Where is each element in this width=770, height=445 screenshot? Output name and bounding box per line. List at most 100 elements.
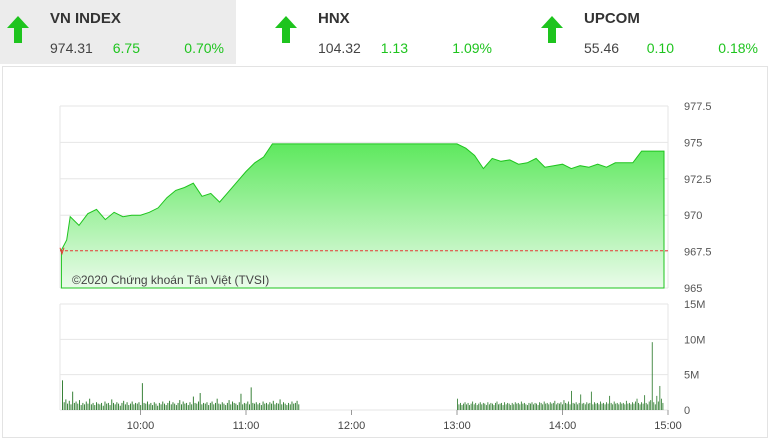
volume-bar bbox=[499, 403, 501, 410]
volume-bar bbox=[293, 403, 295, 410]
volume-bar bbox=[271, 403, 273, 410]
volume-bar bbox=[507, 402, 509, 410]
time-tick-label: 12:00 bbox=[338, 420, 366, 432]
volume-tick-label: 0 bbox=[684, 405, 690, 417]
volume-bar bbox=[597, 402, 598, 410]
volume-bar bbox=[123, 400, 125, 410]
volume-bar bbox=[94, 405, 96, 410]
volume-bar bbox=[160, 404, 162, 410]
time-tick-label: 15:00 bbox=[654, 420, 682, 432]
volume-bar bbox=[632, 402, 633, 410]
volume-bar bbox=[490, 402, 492, 410]
volume-bar bbox=[199, 393, 201, 410]
volume-bar bbox=[457, 398, 458, 410]
volume-bar bbox=[633, 403, 635, 410]
volume-bar bbox=[504, 402, 506, 410]
volume-bar bbox=[106, 403, 108, 410]
volume-bar bbox=[475, 402, 477, 410]
volume-bar bbox=[225, 405, 227, 410]
volume-bar bbox=[89, 398, 91, 410]
index-change: 0.10 bbox=[646, 40, 674, 56]
volume-bar bbox=[603, 402, 604, 410]
index-card-vnindex[interactable]: VN INDEX 974.31 6.75 0.70% bbox=[0, 0, 236, 64]
volume-bar bbox=[593, 402, 595, 410]
volume-bar bbox=[653, 402, 655, 410]
arrow-up-icon bbox=[7, 16, 29, 43]
volume-bar bbox=[179, 400, 181, 410]
volume-bar bbox=[143, 402, 145, 410]
volume-bar bbox=[647, 404, 649, 410]
volume-bar bbox=[575, 402, 577, 410]
volume-bar bbox=[249, 404, 250, 410]
volume-bar bbox=[476, 405, 478, 410]
volume-bar bbox=[189, 402, 191, 410]
volume-bar bbox=[150, 402, 152, 410]
volume-bar bbox=[609, 395, 611, 410]
volume-bar bbox=[65, 399, 67, 410]
volume-bar bbox=[488, 404, 490, 410]
volume-bar bbox=[194, 402, 196, 410]
volume-bar bbox=[536, 403, 537, 410]
volume-bar bbox=[638, 402, 639, 410]
volume-bar bbox=[177, 402, 179, 410]
volume-bar bbox=[170, 404, 172, 410]
volume-bar bbox=[621, 403, 623, 410]
volume-bar bbox=[563, 400, 565, 410]
volume-bar bbox=[613, 401, 615, 410]
volume-bar bbox=[220, 404, 222, 410]
volume-bar bbox=[116, 402, 118, 410]
volume-bar bbox=[85, 401, 87, 410]
volume-bar bbox=[514, 402, 516, 410]
volume-bar bbox=[595, 403, 597, 410]
volume-bar bbox=[216, 398, 218, 410]
volume-bar bbox=[148, 404, 150, 410]
volume-bar bbox=[458, 404, 460, 410]
volume-bar bbox=[612, 404, 614, 410]
volume-bar bbox=[274, 404, 276, 410]
volume-bar bbox=[68, 400, 70, 410]
volume-bar bbox=[533, 404, 534, 410]
volume-bar bbox=[209, 402, 211, 410]
volume-bar bbox=[660, 398, 662, 410]
volume-bar bbox=[298, 404, 300, 410]
time-tick-label: 10:00 bbox=[127, 420, 155, 432]
volume-bar bbox=[523, 402, 525, 410]
volume-bar bbox=[555, 404, 557, 410]
price-tick-label: 965 bbox=[684, 283, 702, 295]
volume-bar bbox=[537, 405, 539, 410]
volume-bar bbox=[169, 400, 171, 410]
index-change: 6.75 bbox=[112, 40, 140, 56]
volume-bar bbox=[577, 404, 579, 410]
volume-bar bbox=[262, 401, 264, 410]
volume-bar bbox=[520, 401, 522, 410]
volume-bar bbox=[659, 385, 661, 410]
volume-bar bbox=[162, 401, 164, 410]
volume-bar bbox=[479, 402, 481, 410]
volume-bar bbox=[622, 402, 624, 410]
volume-bar bbox=[167, 402, 169, 410]
volume-bar bbox=[118, 403, 120, 410]
index-card-upcom[interactable]: UPCOM 55.46 0.10 0.18% bbox=[534, 0, 770, 64]
index-card-hnx[interactable]: HNX 104.32 1.13 1.09% bbox=[268, 0, 504, 64]
volume-bar bbox=[211, 401, 213, 410]
volume-bar bbox=[583, 402, 585, 410]
volume-bar bbox=[496, 401, 498, 410]
volume-bar bbox=[531, 402, 533, 410]
volume-bar bbox=[140, 405, 142, 410]
volume-bar bbox=[478, 403, 480, 410]
volume-bar bbox=[294, 402, 296, 410]
volume-bar bbox=[269, 402, 271, 410]
volume-bar bbox=[213, 404, 215, 410]
volume-bar bbox=[79, 400, 80, 410]
time-tick-label: 14:00 bbox=[549, 420, 577, 432]
volume-bar bbox=[182, 401, 184, 410]
volume-bar bbox=[107, 402, 109, 410]
volume-bar bbox=[62, 380, 63, 410]
index-header: VN INDEX 974.31 6.75 0.70% HNX 104.32 1.… bbox=[0, 0, 770, 64]
volume-bar bbox=[615, 403, 617, 410]
volume-bar bbox=[121, 402, 123, 410]
volume-bar bbox=[257, 404, 259, 410]
volume-bar bbox=[644, 395, 646, 410]
volume-bar bbox=[589, 402, 591, 410]
volume-bar bbox=[208, 405, 210, 410]
